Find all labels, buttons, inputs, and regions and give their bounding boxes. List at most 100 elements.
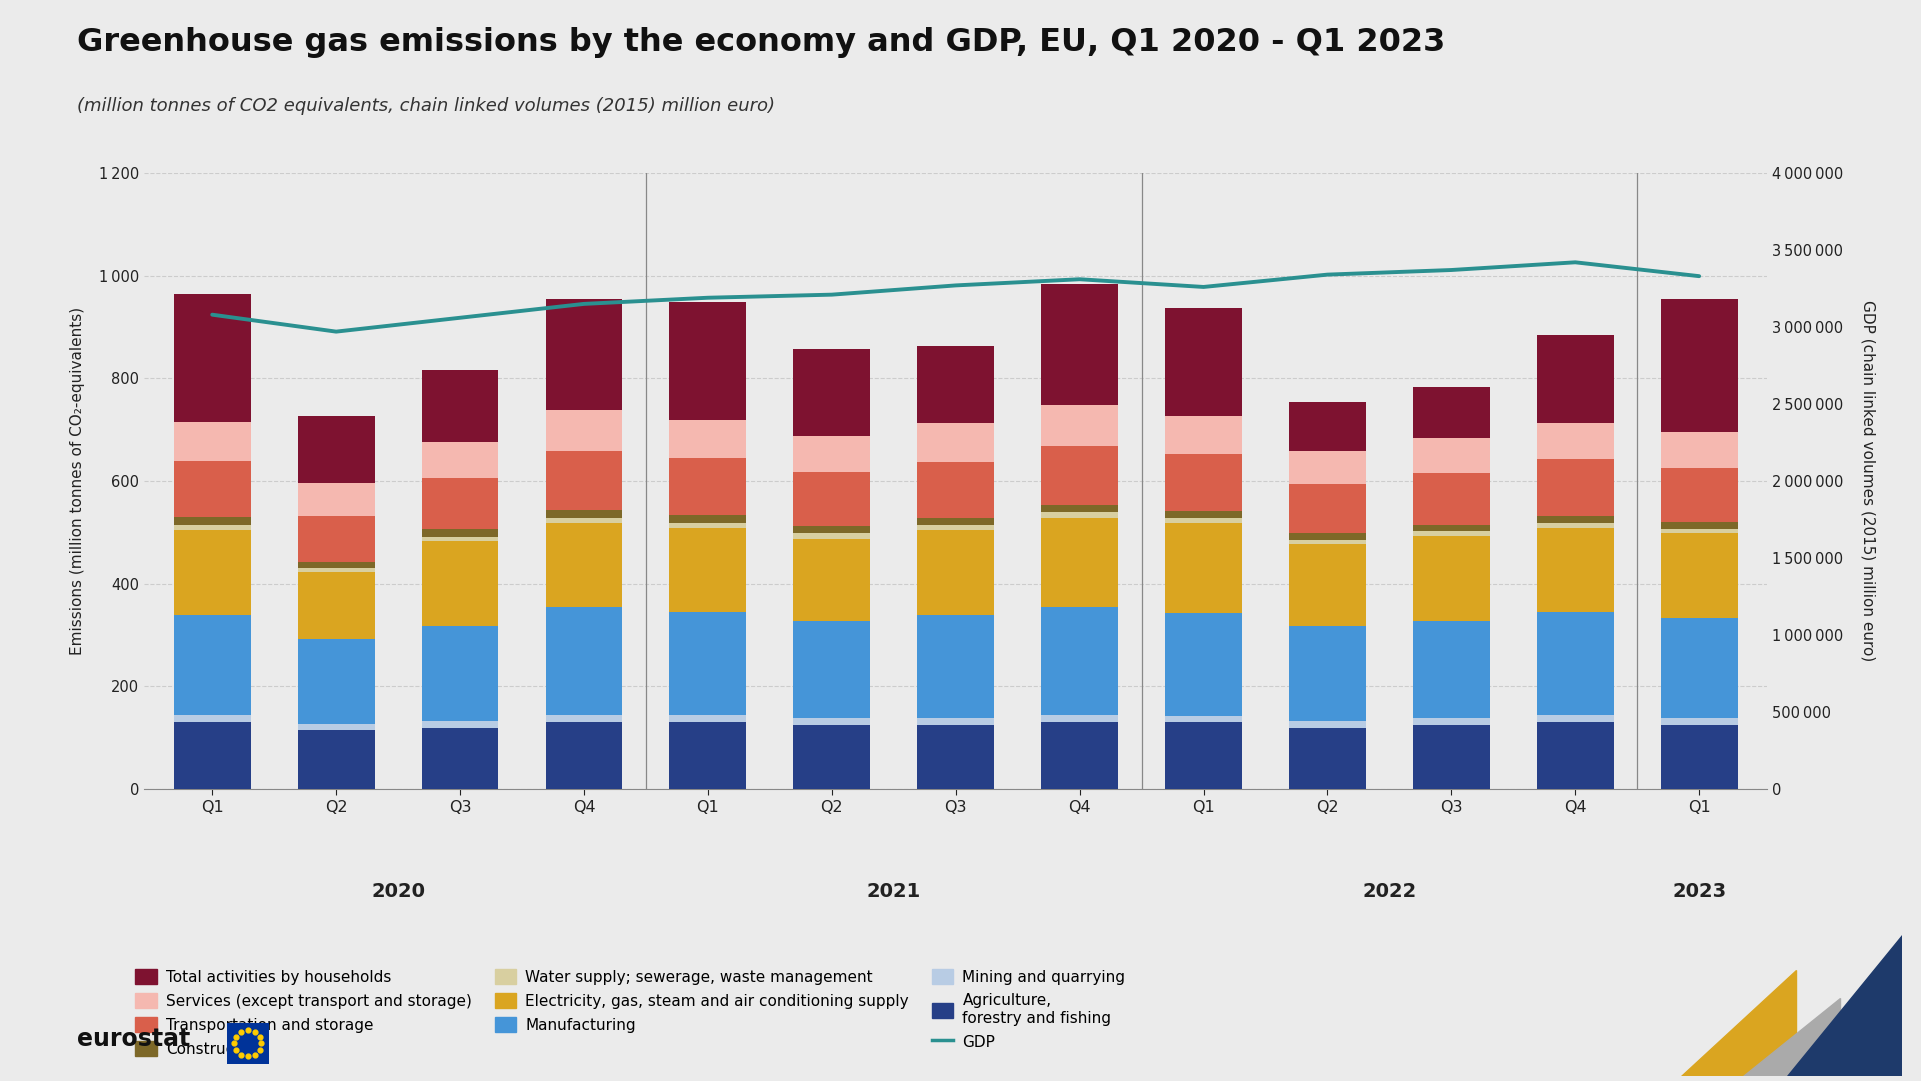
- Bar: [1662, 718, 1739, 725]
- Bar: [1537, 459, 1614, 516]
- Bar: [298, 516, 375, 562]
- Bar: [421, 478, 498, 530]
- Bar: [421, 542, 498, 626]
- Bar: [1414, 439, 1491, 473]
- Point: [221, 1028, 252, 1045]
- Bar: [1537, 722, 1614, 789]
- Bar: [1414, 532, 1491, 536]
- Bar: [1414, 387, 1491, 439]
- Bar: [1041, 518, 1118, 608]
- Point: [225, 1046, 255, 1064]
- Bar: [793, 620, 870, 718]
- Bar: [298, 416, 375, 482]
- Text: (million tonnes of CO2 equivalents, chain linked volumes (2015) million euro): (million tonnes of CO2 equivalents, chai…: [77, 97, 774, 116]
- Bar: [546, 716, 622, 722]
- Bar: [421, 728, 498, 789]
- Bar: [546, 722, 622, 789]
- Bar: [918, 531, 993, 615]
- Y-axis label: GDP (chain linked volumes (2015) million euro): GDP (chain linked volumes (2015) million…: [1860, 301, 1875, 662]
- Bar: [918, 423, 993, 462]
- Bar: [1166, 518, 1243, 523]
- Bar: [1041, 505, 1118, 512]
- Bar: [546, 451, 622, 510]
- Bar: [1166, 716, 1243, 722]
- Bar: [1537, 613, 1614, 716]
- Text: 2022: 2022: [1362, 882, 1416, 900]
- Bar: [546, 608, 622, 716]
- Point: [244, 1028, 275, 1045]
- Bar: [1289, 484, 1366, 533]
- Bar: [793, 437, 870, 472]
- Bar: [1662, 298, 1739, 432]
- Bar: [421, 530, 498, 536]
- Bar: [173, 294, 250, 422]
- Bar: [1041, 284, 1118, 404]
- Bar: [1414, 620, 1491, 718]
- Bar: [1289, 728, 1366, 789]
- Bar: [1662, 529, 1739, 533]
- Bar: [1414, 725, 1491, 789]
- Bar: [1289, 451, 1366, 484]
- Bar: [1166, 613, 1243, 716]
- Bar: [1662, 522, 1739, 529]
- Text: 2023: 2023: [1671, 882, 1727, 900]
- Bar: [546, 299, 622, 410]
- Bar: [173, 614, 250, 715]
- Bar: [1289, 533, 1366, 539]
- Bar: [918, 518, 993, 525]
- Point: [232, 1022, 263, 1039]
- Bar: [1537, 516, 1614, 523]
- Bar: [918, 462, 993, 518]
- Bar: [1414, 473, 1491, 524]
- Bar: [918, 725, 993, 789]
- Bar: [298, 573, 375, 639]
- Bar: [669, 613, 745, 716]
- Bar: [793, 538, 870, 620]
- Bar: [793, 526, 870, 533]
- Point: [240, 1023, 271, 1040]
- Bar: [669, 522, 745, 528]
- Bar: [421, 626, 498, 721]
- Bar: [1041, 716, 1118, 722]
- Bar: [1289, 544, 1366, 626]
- Bar: [421, 536, 498, 542]
- Point: [240, 1046, 271, 1064]
- Bar: [173, 461, 250, 517]
- Text: eurostat: eurostat: [77, 1027, 190, 1051]
- Bar: [918, 615, 993, 718]
- Bar: [1537, 528, 1614, 613]
- Bar: [669, 419, 745, 458]
- Bar: [1537, 335, 1614, 423]
- Bar: [669, 722, 745, 789]
- Bar: [173, 524, 250, 530]
- Bar: [546, 518, 622, 522]
- Bar: [1537, 523, 1614, 528]
- Bar: [173, 422, 250, 461]
- Bar: [1166, 511, 1243, 518]
- Bar: [1041, 445, 1118, 505]
- Bar: [793, 533, 870, 538]
- Bar: [546, 510, 622, 518]
- Bar: [1041, 404, 1118, 445]
- Bar: [1662, 533, 1739, 618]
- Y-axis label: Emissions (million tonnes of CO₂-equivalents): Emissions (million tonnes of CO₂-equival…: [69, 307, 85, 655]
- Bar: [1662, 468, 1739, 522]
- Bar: [173, 715, 250, 722]
- Bar: [1166, 416, 1243, 454]
- Bar: [1289, 721, 1366, 728]
- Bar: [669, 515, 745, 522]
- Bar: [669, 716, 745, 722]
- Bar: [421, 370, 498, 442]
- Bar: [298, 639, 375, 724]
- Bar: [1662, 725, 1739, 789]
- Point: [246, 1035, 277, 1052]
- Bar: [1414, 524, 1491, 532]
- Text: 2021: 2021: [866, 882, 920, 900]
- Bar: [1166, 523, 1243, 613]
- Text: Greenhouse gas emissions by the economy and GDP, EU, Q1 2020 - Q1 2023: Greenhouse gas emissions by the economy …: [77, 27, 1445, 58]
- Point: [232, 1047, 263, 1065]
- Bar: [298, 724, 375, 730]
- Bar: [793, 725, 870, 789]
- Point: [225, 1023, 255, 1040]
- Bar: [1537, 423, 1614, 459]
